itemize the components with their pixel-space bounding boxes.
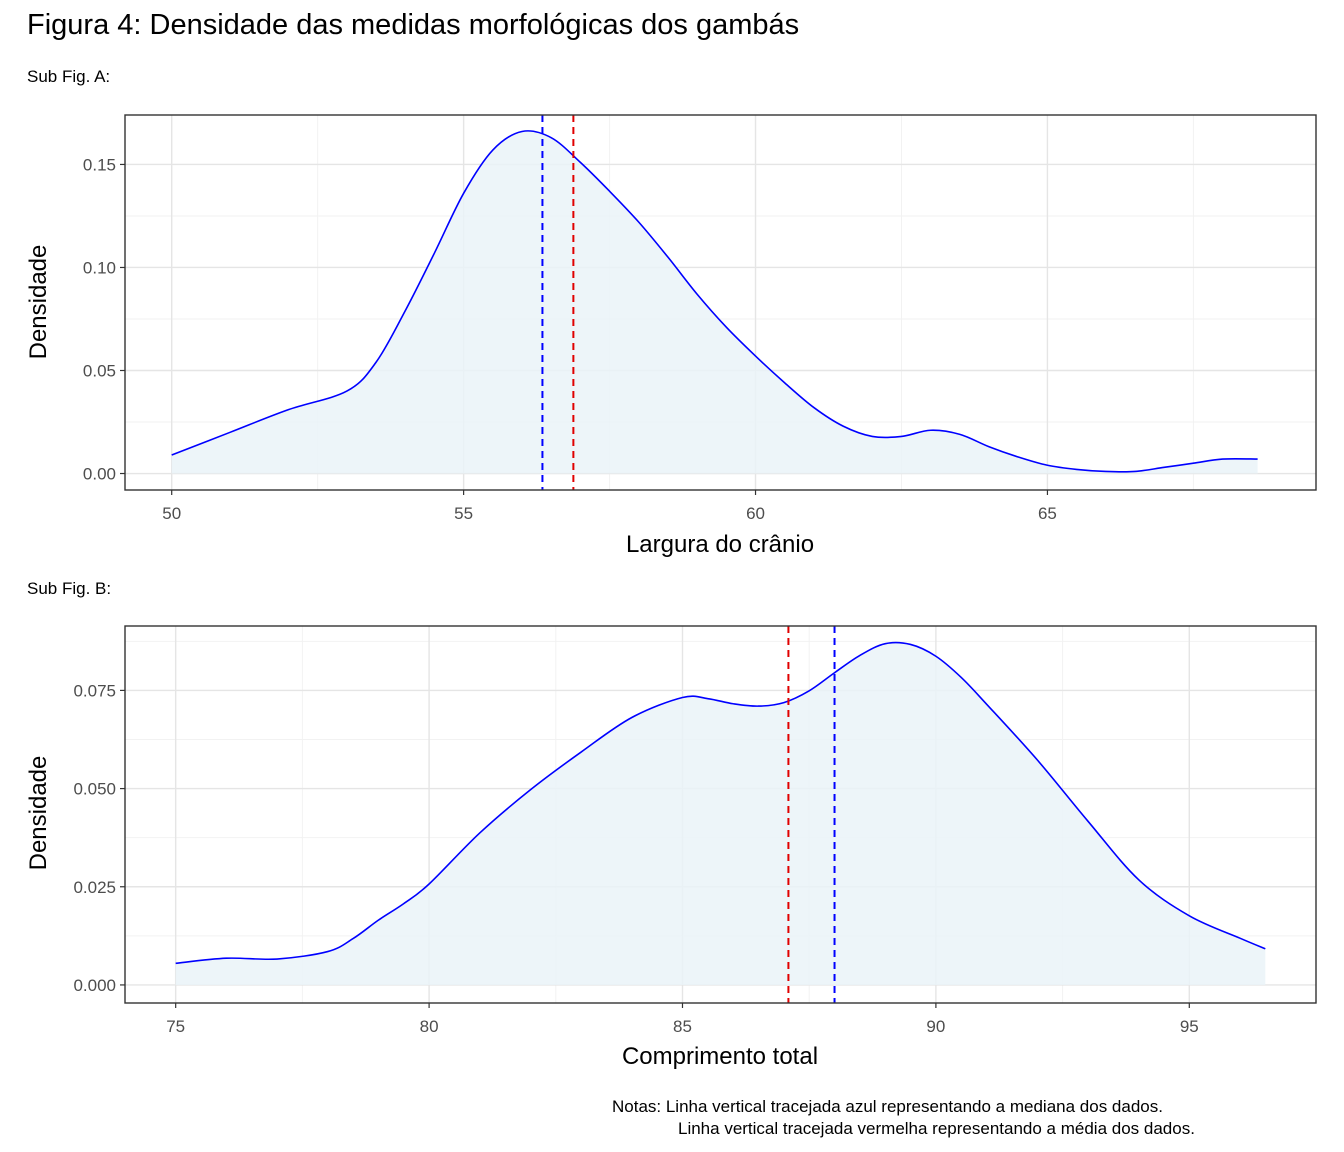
x-tick-label-b: 90 (926, 1017, 945, 1036)
notes-line-median: Notas: Linha vertical tracejada azul rep… (612, 1097, 1163, 1116)
x-tick-label-b: 85 (673, 1017, 692, 1036)
density-line-b (175, 641, 1266, 965)
notes-line-mean: Linha vertical tracejada vermelha repres… (678, 1119, 1195, 1138)
y-tick-label-a: 0.05 (83, 361, 116, 380)
x-tick-label-a: 55 (454, 504, 473, 523)
x-tick-label-a: 50 (162, 504, 181, 523)
x-axis-title-a: Largura do crânio (626, 531, 814, 558)
y-tick-label-b: 0.025 (73, 878, 116, 897)
density-chart-a: 50 55 60 65 0.00 0.05 0.10 0.15 Largura do crân… (25, 114, 1317, 558)
x-tick-label-a: 60 (746, 504, 765, 523)
density-area-a (171, 130, 1258, 474)
y-tick-label-a: 0.00 (83, 465, 116, 484)
subfig-a-label: Sub Fig. A: (27, 67, 111, 86)
y-tick-label-a: 0.15 (83, 155, 116, 174)
x-tick-label-b: 75 (166, 1017, 185, 1036)
x-tick-label-b: 95 (1180, 1017, 1199, 1036)
density-area-b (175, 642, 1266, 985)
y-axis-title-b: Densidade (25, 756, 52, 871)
x-tick-label-a: 65 (1038, 504, 1057, 523)
chart-title: Figura 4: Densidade das medidas morfológ… (27, 9, 800, 41)
panel-border-b (124, 625, 1317, 1004)
y-tick-label-a: 0.10 (83, 258, 116, 277)
subfig-b-label: Sub Fig. B: (27, 579, 112, 598)
x-tick-label-b: 80 (420, 1017, 439, 1036)
notes: Notas: Linha vertical tracejada azul rep… (612, 1096, 1195, 1140)
y-tick-label-b: 0.050 (73, 780, 116, 799)
x-axis-title-b: Comprimento total (622, 1043, 818, 1070)
y-tick-label-b: 0.000 (73, 976, 116, 995)
density-chart-b: 75 80 85 90 95 0.000 0.025 0.050 0.075 Comprimen… (25, 625, 1317, 1070)
y-tick-label-b: 0.075 (73, 681, 116, 700)
density-line-a (171, 130, 1258, 473)
panel-border-a (124, 114, 1317, 491)
y-axis-title-a: Densidade (25, 245, 52, 360)
